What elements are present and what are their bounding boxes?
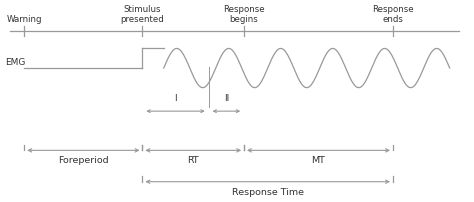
Text: Response
begins: Response begins	[223, 4, 265, 24]
Text: Foreperiod: Foreperiod	[58, 156, 109, 165]
Text: MT: MT	[311, 156, 326, 165]
Text: II: II	[224, 94, 229, 103]
Text: Stimulus
presented: Stimulus presented	[120, 4, 164, 24]
Text: Warning: Warning	[7, 15, 42, 24]
Text: EMG: EMG	[5, 58, 26, 67]
Text: Response
ends: Response ends	[372, 4, 414, 24]
Text: Response Time: Response Time	[232, 188, 304, 197]
Text: I: I	[174, 94, 177, 103]
Text: RT: RT	[188, 156, 199, 165]
